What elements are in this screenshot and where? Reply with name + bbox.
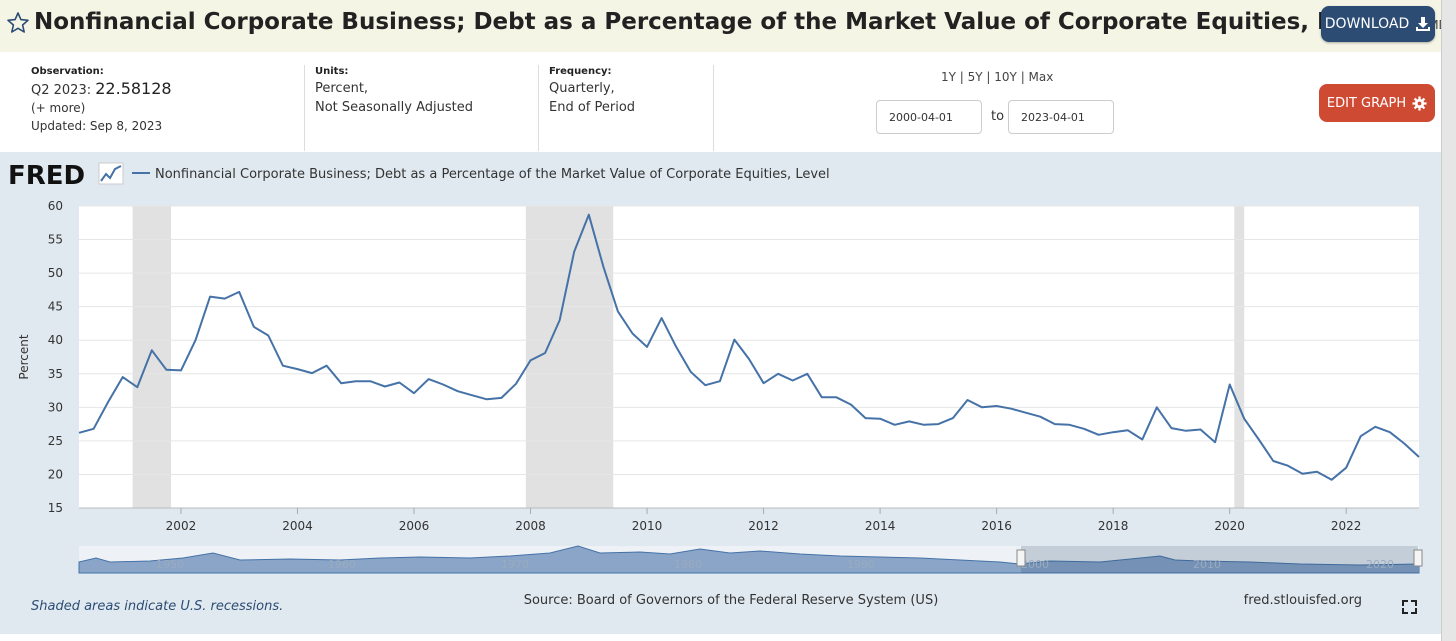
y-tick-label: 25 [48, 434, 63, 448]
x-axis: 2002 2004 2006 2008 2010 2012 2014 2016 2018 2020… [166, 508, 1362, 533]
page-title: Nonfinancial Corporate Business; Debt as… [34, 9, 1456, 35]
y-tick-label: 45 [48, 300, 63, 314]
navigator-label: 2020 [1366, 558, 1394, 571]
navigator-label: 1950 [156, 558, 184, 571]
frequency-block: Frequency: Quarterly, End of Period [549, 65, 635, 117]
frequency-label: Frequency: [549, 66, 612, 77]
navigator-label: 2000 [1021, 558, 1049, 571]
chart[interactable]: FRED Nonfinancial Corporate Business; De… [0, 152, 1441, 634]
y-axis: 15 20 25 30 35 40 45 50 55 60 [48, 199, 63, 515]
download-label: DOWNLOAD [1324, 16, 1410, 32]
gear-icon [1412, 95, 1427, 111]
source-text: Source: Board of Governors of the Federa… [524, 593, 939, 608]
recession-band [525, 206, 614, 508]
units-line2: Not Seasonally Adjusted [315, 100, 473, 115]
site-link[interactable]: fred.stlouisfed.org [1244, 593, 1362, 608]
fullscreen-icon[interactable] [1402, 600, 1417, 614]
navigator-label: 1980 [674, 558, 702, 571]
x-tick-label: 2004 [282, 519, 313, 533]
grid [79, 205, 1419, 509]
y-tick-label: 35 [48, 367, 63, 381]
legend-label: Nonfinancial Corporate Business; Debt as… [155, 167, 830, 182]
units-label: Units: [315, 66, 349, 77]
frequency-line1: Quarterly, [549, 81, 615, 96]
navigator-label: 2010 [1193, 558, 1221, 571]
y-tick-label: 55 [48, 233, 63, 247]
range-options[interactable]: 1Y | 5Y | 10Y | Max [941, 70, 1054, 84]
start-date-input[interactable]: 2000-04-01 [876, 100, 982, 134]
window-scrollbar[interactable] [1441, 0, 1456, 641]
units-line1: Percent, [315, 81, 369, 96]
observation-value: 22.58128 [95, 79, 172, 98]
x-tick-label: 2002 [166, 519, 197, 533]
recession-band [1234, 206, 1245, 508]
x-tick-label: 2022 [1331, 519, 1362, 533]
more-observations-link[interactable]: (+ more) [31, 101, 86, 115]
observation-block: Observation: Q2 2023: 22.58128 (+ more) … [31, 65, 172, 136]
frequency-line2: End of Period [549, 100, 636, 115]
x-tick-label: 2018 [1098, 519, 1129, 533]
recession-band [132, 206, 172, 508]
observation-period: Q2 2023: [31, 83, 92, 98]
recession-note: Shaded areas indicate U.S. recessions. [31, 599, 283, 614]
y-axis-label: Percent [17, 334, 31, 379]
x-tick-label: 2008 [515, 519, 546, 533]
end-date-input[interactable]: 2023-04-01 [1008, 100, 1114, 134]
x-tick-label: 2016 [981, 519, 1012, 533]
x-tick-label: 2020 [1214, 519, 1245, 533]
y-tick-label: 15 [48, 501, 63, 515]
title-bar: Nonfinancial Corporate Business; Debt as… [0, 0, 1456, 52]
units-block: Units: Percent, Not Seasonally Adjusted [315, 65, 473, 117]
edit-graph-button[interactable]: EDIT GRAPH [1319, 84, 1435, 122]
divider [538, 65, 539, 151]
chart-panel: FRED Nonfinancial Corporate Business; De… [0, 152, 1441, 634]
x-tick-label: 2012 [748, 519, 779, 533]
fred-logo-chart-icon [98, 162, 124, 185]
navigator-label: 1990 [847, 558, 875, 571]
divider [304, 65, 305, 151]
star-icon[interactable] [6, 11, 30, 35]
y-tick-label: 50 [48, 266, 63, 280]
updated-date: Updated: Sep 8, 2023 [31, 119, 163, 133]
x-tick-label: 2014 [865, 519, 896, 533]
fred-logo[interactable]: FRED [8, 161, 85, 191]
series-line[interactable] [78, 213, 1420, 481]
navigator-label: 1970 [501, 558, 529, 571]
observation-label: Observation: [31, 66, 104, 77]
y-tick-label: 20 [48, 467, 63, 481]
y-tick-label: 30 [48, 400, 63, 414]
navigator-label: 1960 [328, 558, 356, 571]
x-tick-label: 2010 [632, 519, 663, 533]
download-icon [1416, 17, 1431, 31]
y-tick-label: 60 [48, 199, 63, 213]
recession-shading [132, 206, 1245, 508]
series-title: Nonfinancial Corporate Business; Debt as… [34, 9, 1386, 35]
series-info: Observation: Q2 2023: 22.58128 (+ more) … [0, 52, 1441, 152]
plot-area [79, 206, 1419, 508]
to-label: to [991, 109, 1005, 124]
edit-graph-label: EDIT GRAPH [1326, 95, 1407, 111]
range-navigator[interactable]: 1950 1960 1970 1980 1990 2000 2010 2020 [78, 545, 1423, 574]
navigator-right-handle[interactable] [1413, 549, 1423, 567]
download-button[interactable]: DOWNLOAD [1321, 6, 1435, 42]
divider [713, 65, 714, 151]
y-tick-label: 40 [48, 333, 63, 347]
navigator-left-handle[interactable] [1016, 549, 1026, 567]
x-tick-label: 2006 [399, 519, 430, 533]
